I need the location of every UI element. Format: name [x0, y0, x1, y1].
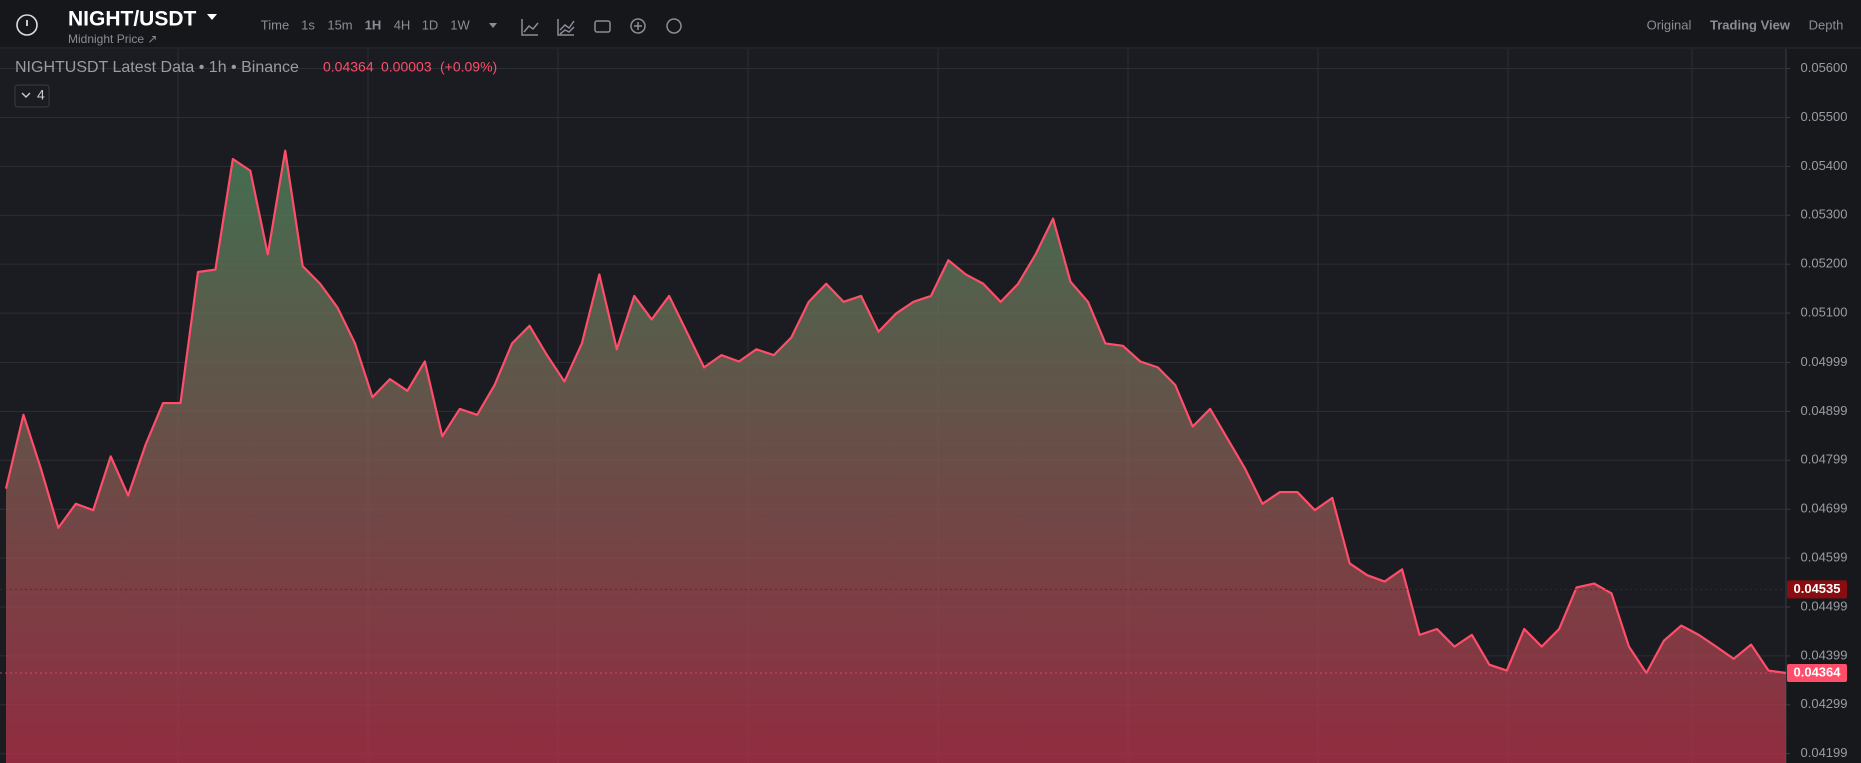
- interval-button[interactable]: Time: [261, 17, 289, 32]
- y-tick-label: 0.04299: [1801, 696, 1848, 711]
- indicator-count: 4: [37, 87, 45, 103]
- y-tick-label: 0.04499: [1801, 598, 1848, 613]
- legend-change: 0.00003: [381, 59, 432, 75]
- add-icon[interactable]: [630, 18, 646, 34]
- y-tick-label: 0.05300: [1801, 207, 1848, 222]
- interval-button[interactable]: 1s: [301, 17, 315, 32]
- interval-button[interactable]: 1H: [365, 17, 382, 32]
- toggle-chevron: [21, 92, 31, 98]
- y-tick-label: 0.05200: [1801, 256, 1848, 271]
- price-marker-label: 0.04535: [1794, 581, 1841, 596]
- indicator-toggle[interactable]: [14, 84, 50, 108]
- more-intervals[interactable]: [489, 23, 497, 28]
- y-tick-label: 0.04599: [1801, 550, 1848, 565]
- view-switch: Original Trading View Depth: [1647, 17, 1844, 32]
- view-button[interactable]: Trading View: [1710, 17, 1791, 32]
- y-tick-label: 0.04899: [1801, 403, 1848, 418]
- view-button[interactable]: Depth: [1809, 17, 1844, 32]
- symbol-dropdown[interactable]: [207, 14, 217, 20]
- add-icon-plus: [634, 22, 642, 30]
- camera-icon[interactable]: [594, 20, 611, 33]
- interval-button[interactable]: 1D: [422, 17, 439, 32]
- price-marker-tag: [1787, 580, 1847, 599]
- y-tick-label: 0.05500: [1801, 109, 1848, 124]
- y-tick-label: 0.04399: [1801, 647, 1848, 662]
- price-line: [4, 149, 1787, 675]
- price-marker-label: 0.04364: [1794, 664, 1842, 679]
- view-button[interactable]: Original: [1647, 17, 1692, 32]
- legend-price: 0.04364: [323, 59, 374, 75]
- price-marker-tag: [1787, 664, 1847, 683]
- subtitle[interactable]: Midnight Price ↗: [68, 32, 157, 46]
- price-area: [6, 150, 1786, 763]
- info-icon[interactable]: [16, 14, 38, 36]
- y-tick-label: 0.04699: [1801, 501, 1848, 516]
- y-tick-label: 0.05400: [1801, 158, 1848, 173]
- settings-icon[interactable]: [666, 18, 682, 34]
- interval-bar: Time 1s 15m 1H 4H 1D 1W: [261, 17, 471, 32]
- tool-icons: [521, 18, 682, 36]
- plot: 0.05600 0.05500 0.05400 0.05300 0.05200 0.051…: [0, 49, 1848, 763]
- y-tick-label: 0.04999: [1801, 354, 1848, 369]
- interval-button[interactable]: 4H: [394, 17, 411, 32]
- legend-change-pct: (+0.09%): [440, 59, 497, 75]
- interval-button[interactable]: 15m: [327, 17, 352, 32]
- y-tick-label: 0.05600: [1801, 60, 1848, 75]
- legend-title: NIGHTUSDT Latest Data • 1h • Binance: [15, 59, 299, 76]
- y-tick-label: 0.04199: [1801, 745, 1848, 760]
- y-tick-label: 0.04799: [1801, 452, 1848, 467]
- y-tick-label: 0.05100: [1801, 305, 1848, 320]
- indicator-icon[interactable]: [521, 19, 539, 36]
- interval-button[interactable]: 1W: [450, 17, 470, 32]
- chart-type-icon[interactable]: [557, 19, 575, 36]
- symbol[interactable]: NIGHT/USDT: [68, 8, 197, 31]
- toolbar: [0, 0, 1861, 48]
